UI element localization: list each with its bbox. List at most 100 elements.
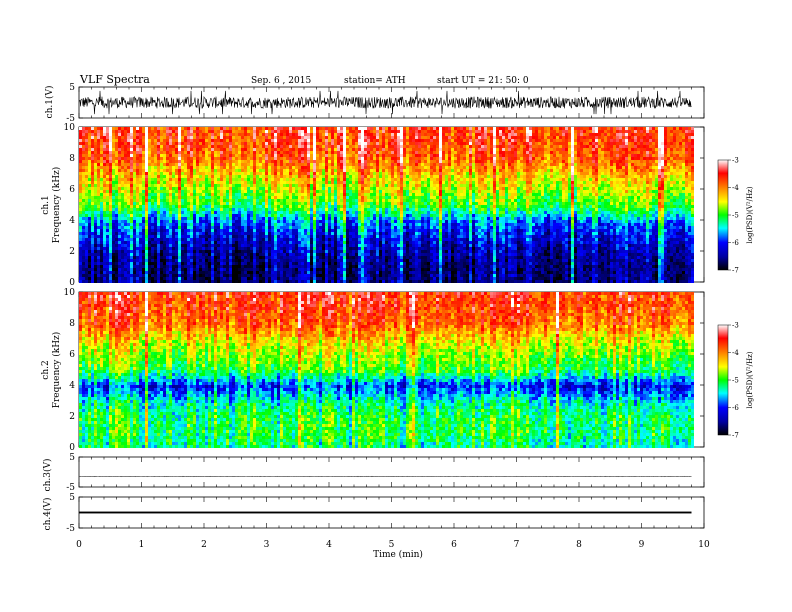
spectrogram-cell bbox=[151, 172, 154, 175]
spectrogram-cell bbox=[307, 277, 310, 280]
spectrogram-cell bbox=[307, 280, 310, 283]
spectrogram-cell bbox=[190, 136, 193, 139]
spectrogram-cell bbox=[271, 256, 274, 259]
spectrogram-cell bbox=[274, 265, 277, 268]
spectrogram-cell bbox=[331, 271, 334, 274]
spectrogram-cell bbox=[244, 163, 247, 166]
spectrogram-cell bbox=[100, 226, 103, 229]
spectrogram-cell bbox=[160, 178, 163, 181]
spectrogram-cell bbox=[301, 235, 304, 238]
spectrogram-cell bbox=[88, 181, 91, 184]
spectrogram-cell bbox=[301, 229, 304, 232]
spectrogram-cell bbox=[79, 181, 82, 184]
spectrogram-cell bbox=[124, 160, 127, 163]
spectrogram-cell bbox=[277, 130, 280, 133]
spectrogram-cell bbox=[124, 259, 127, 262]
spectrogram-cell bbox=[166, 133, 169, 136]
spectrogram-cell bbox=[277, 268, 280, 271]
spectrogram-cell bbox=[175, 262, 178, 265]
spectrogram-cell bbox=[334, 280, 337, 283]
spectrogram-cell bbox=[142, 259, 145, 262]
spectrogram-cell bbox=[82, 187, 85, 190]
spectrogram-cell bbox=[220, 208, 223, 211]
spectrogram-cell bbox=[88, 214, 91, 217]
spectrogram-cell bbox=[205, 235, 208, 238]
spectrogram-cell bbox=[229, 148, 232, 151]
spectrogram-cell bbox=[226, 241, 229, 244]
spectrogram-cell bbox=[241, 247, 244, 250]
spectrogram-cell bbox=[268, 256, 271, 259]
spectrogram-cell bbox=[145, 199, 148, 202]
spectrogram-cell bbox=[274, 190, 277, 193]
spectrogram-cell bbox=[337, 157, 340, 160]
spectrogram-cell bbox=[133, 238, 136, 241]
spectrogram-cell bbox=[256, 250, 259, 253]
spectrogram-cell bbox=[331, 163, 334, 166]
spectrogram-cell bbox=[157, 136, 160, 139]
spectrogram-cell bbox=[334, 268, 337, 271]
spectrogram-cell bbox=[250, 256, 253, 259]
spectrogram-cell bbox=[271, 277, 274, 280]
spectrogram-cell bbox=[220, 271, 223, 274]
spectrogram-cell bbox=[274, 223, 277, 226]
spectrogram-cell bbox=[301, 208, 304, 211]
spectrogram-cell bbox=[229, 127, 232, 130]
spectrogram-cell bbox=[247, 196, 250, 199]
spectrogram-cell bbox=[301, 178, 304, 181]
spectrogram-cell bbox=[142, 151, 145, 154]
spectrogram-cell bbox=[256, 220, 259, 223]
spectrogram-cell bbox=[118, 262, 121, 265]
spectrogram-cell bbox=[205, 151, 208, 154]
spectrogram-cell bbox=[319, 142, 322, 145]
spectrogram-cell bbox=[175, 139, 178, 142]
spectrogram-cell bbox=[103, 274, 106, 277]
spectrogram-cell bbox=[301, 172, 304, 175]
spectrogram-cell bbox=[244, 202, 247, 205]
spectrogram-cell bbox=[103, 160, 106, 163]
spectrogram-cell bbox=[142, 175, 145, 178]
spectrogram-cell bbox=[184, 211, 187, 214]
spectrogram-cell bbox=[289, 142, 292, 145]
spectrogram-cell bbox=[100, 157, 103, 160]
spectrogram-cell bbox=[160, 253, 163, 256]
spectrogram-cell bbox=[253, 256, 256, 259]
spectrogram-cell bbox=[214, 256, 217, 259]
spectrogram-cell bbox=[337, 190, 340, 193]
spectrogram-cell bbox=[160, 211, 163, 214]
spectrogram-cell bbox=[106, 199, 109, 202]
spectrogram-cell bbox=[286, 241, 289, 244]
spectrogram-cell bbox=[151, 190, 154, 193]
spectrogram-cell bbox=[100, 274, 103, 277]
spectrogram-cell bbox=[280, 148, 283, 151]
spectrogram-cell bbox=[118, 274, 121, 277]
spectrogram-cell bbox=[121, 280, 124, 283]
spectrogram-cell bbox=[85, 241, 88, 244]
spectrogram-cell bbox=[139, 127, 142, 130]
spectrogram-cell bbox=[178, 259, 181, 262]
spectrogram-cell bbox=[79, 208, 82, 211]
spectrogram-cell bbox=[109, 268, 112, 271]
spectrogram-cell bbox=[268, 133, 271, 136]
spectrogram-cell bbox=[112, 226, 115, 229]
spectrogram-cell bbox=[241, 136, 244, 139]
spectrogram-cell bbox=[193, 151, 196, 154]
spectrogram-cell bbox=[319, 268, 322, 271]
spectrogram-cell bbox=[337, 166, 340, 169]
spectrogram-cell bbox=[247, 133, 250, 136]
spectrogram-cell bbox=[160, 268, 163, 271]
spectrogram-cell bbox=[268, 169, 271, 172]
spectrogram-cell bbox=[169, 193, 172, 196]
spectrogram-cell bbox=[148, 241, 151, 244]
spectrogram-cell bbox=[91, 274, 94, 277]
spectrogram-cell bbox=[223, 208, 226, 211]
spectrogram-cell bbox=[172, 259, 175, 262]
spectrogram-cell bbox=[79, 277, 82, 280]
spectrogram-cell bbox=[232, 163, 235, 166]
spectrogram-cell bbox=[142, 268, 145, 271]
spectrogram-cell bbox=[133, 190, 136, 193]
spectrogram-cell bbox=[286, 202, 289, 205]
spectrogram-cell bbox=[193, 178, 196, 181]
spectrogram-cell bbox=[208, 220, 211, 223]
spectrogram-cell bbox=[205, 196, 208, 199]
spectrogram-cell bbox=[100, 187, 103, 190]
